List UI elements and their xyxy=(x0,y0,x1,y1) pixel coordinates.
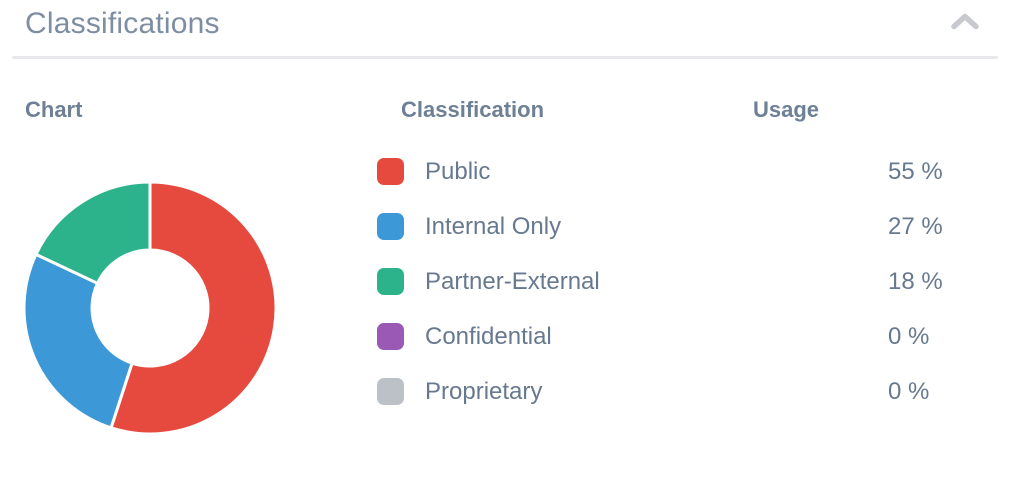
classification-donut-chart xyxy=(20,178,280,438)
classification-legend-table: Public 55 % Internal Only 27 % Partner-E… xyxy=(377,144,960,419)
legend-row-confidential: Confidential 0 % xyxy=(377,309,960,364)
color-swatch-public xyxy=(377,158,404,185)
donut-slice-partner-external xyxy=(34,180,152,285)
legend-row-internal-only: Internal Only 27 % xyxy=(377,199,960,254)
legend-usage-value: 55 % xyxy=(888,157,943,185)
color-swatch-internal-only xyxy=(377,213,404,240)
header-divider xyxy=(12,56,998,59)
panel-title: Classifications xyxy=(25,7,220,40)
legend-label: Confidential xyxy=(425,322,552,350)
legend-usage-value: 0 % xyxy=(888,322,930,350)
column-header-usage: Usage xyxy=(753,97,820,122)
donut-slice-internal-only xyxy=(22,252,134,430)
color-swatch-confidential xyxy=(377,323,404,350)
legend-row-public: Public 55 % xyxy=(377,144,960,199)
legend-row-proprietary: Proprietary 0 % xyxy=(377,364,960,419)
legend-label: Partner-External xyxy=(425,267,600,295)
legend-row-partner-external: Partner-External 18 % xyxy=(377,254,960,309)
collapse-button[interactable] xyxy=(944,4,986,38)
legend-label: Public xyxy=(425,157,491,185)
donut-svg xyxy=(22,180,278,436)
color-swatch-partner-external xyxy=(377,268,404,295)
legend-usage-value: 27 % xyxy=(888,212,943,240)
column-header-classification: Classification xyxy=(401,97,545,122)
legend-label: Proprietary xyxy=(425,377,543,405)
legend-label: Internal Only xyxy=(425,212,562,240)
column-header-chart: Chart xyxy=(25,97,83,122)
legend-usage-value: 0 % xyxy=(888,377,930,405)
legend-usage-value: 18 % xyxy=(888,267,943,295)
donut-slice-public xyxy=(109,180,278,436)
chevron-up-icon xyxy=(951,13,979,30)
color-swatch-proprietary xyxy=(377,378,404,405)
